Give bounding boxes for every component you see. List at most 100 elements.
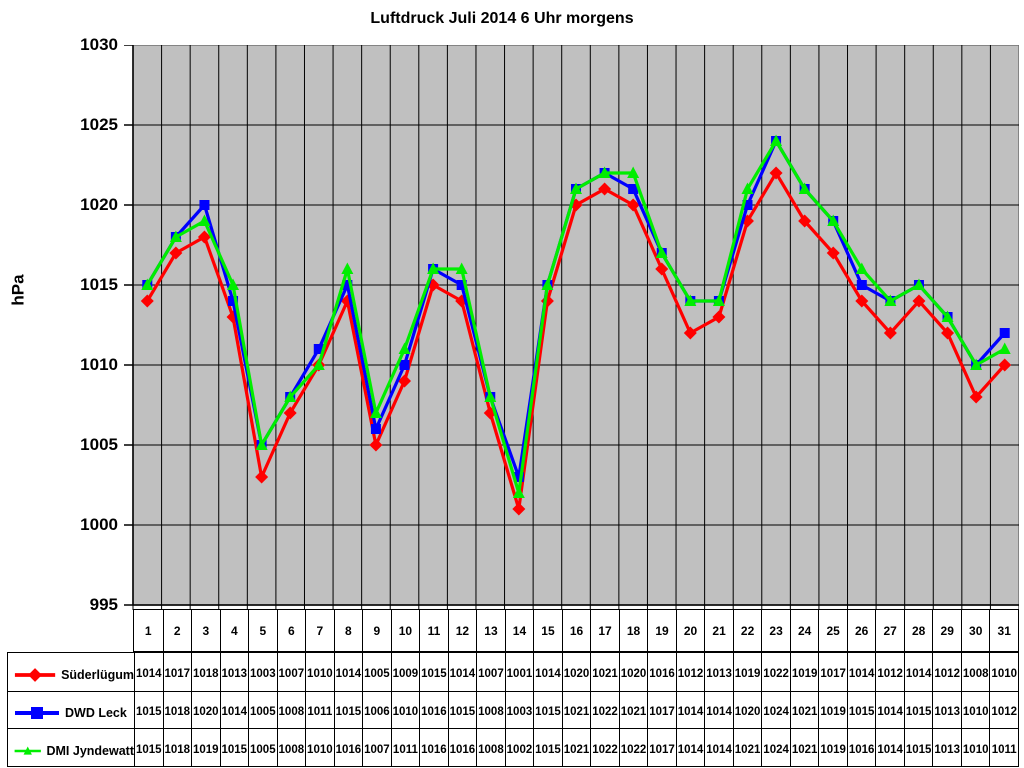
pressure-value-cell: 1021 [590,653,619,691]
day-header-cell: 22 [732,610,762,651]
day-header-cell: 2 [162,610,192,651]
pressure-value-cell: 1014 [875,728,904,766]
data-point-square-icon [199,200,210,210]
y-axis-tick-label: 1000 [80,515,118,534]
pressure-value-cell: 1011 [390,728,420,766]
legend-triangle-key-icon [14,746,41,755]
pressure-value-cell: 1022 [618,728,648,766]
data-point-triangle-icon [912,278,925,290]
series-name-label: Süderlügum [61,667,134,682]
data-point-diamond-icon [140,294,154,308]
day-header-cell: 6 [276,610,306,651]
pressure-value-cell: 1014 [134,653,163,691]
pressure-value-cell: 1021 [789,690,819,729]
data-point-diamond-icon [683,326,697,340]
day-header-cell: 7 [305,610,334,651]
day-header-cell: 20 [675,610,705,651]
data-point-triangle-icon [855,262,868,274]
data-point-triangle-icon [369,406,382,418]
y-axis-tick-label: 1025 [80,115,118,134]
pressure-value-cell: 1014 [704,690,733,729]
pressure-value-cell: 1008 [960,653,990,691]
pressure-value-cell: 1007 [276,653,306,691]
pressure-value-cell: 1001 [504,653,534,691]
pressure-value-cell: 1020 [732,690,762,729]
day-header-cell: 26 [846,610,876,651]
pressure-value-cell: 1014 [447,653,477,691]
pressure-value-cell: 1003 [504,690,534,729]
pressure-value-cell: 1007 [476,653,505,691]
pressure-value-cell: 1015 [447,690,477,729]
pressure-value-cell: 1011 [305,690,334,729]
pressure-value-cell: 1015 [903,728,933,766]
data-point-diamond-icon [998,358,1012,372]
pressure-value-cell: 1022 [590,728,619,766]
pressure-value-cell: 1013 [932,690,961,729]
day-header-cell: 10 [390,610,420,651]
data-point-triangle-icon [570,182,582,194]
y-axis-tick-label: 1010 [80,355,118,374]
data-point-triangle-icon [627,166,640,178]
pressure-value-cell: 1022 [761,653,790,691]
data-point-triangle-icon [541,278,554,290]
pressure-value-cell: 1019 [789,653,819,691]
pressure-value-cell: 1013 [704,653,733,691]
data-point-diamond-icon [655,262,669,276]
data-point-triangle-icon [312,358,325,370]
data-point-square-icon [370,424,381,434]
pressure-value-cell: 1008 [276,728,306,766]
day-header-cell: 21 [704,610,733,651]
pressure-value-cell: 1022 [590,690,619,729]
data-point-square-icon [342,280,353,290]
data-point-square-icon [856,280,867,290]
day-header-cell: 4 [219,610,249,651]
pressure-value-cell: 1017 [162,653,192,691]
legend-key-cell: DWD Leck [8,690,134,729]
pressure-value-cell: 1008 [276,690,306,729]
data-point-diamond-icon [769,166,783,180]
pressure-value-cell: 1005 [248,690,277,729]
data-point-diamond-icon [826,246,840,260]
data-point-triangle-icon [284,390,297,402]
day-header-cell: 15 [533,610,562,651]
pressure-value-cell: 1015 [533,728,562,766]
data-point-diamond-icon [969,390,983,404]
data-point-diamond-icon [598,182,612,196]
pressure-value-cell: 1007 [362,728,391,766]
plot-area [124,45,1019,610]
pressure-value-cell: 1014 [533,653,562,691]
pressure-value-cell: 1008 [476,690,505,729]
data-point-diamond-icon [169,246,183,260]
data-point-diamond-icon [626,198,640,212]
data-point-diamond-icon [512,502,526,516]
pressure-value-cell: 1015 [134,728,163,766]
pressure-value-cell: 1018 [162,690,192,729]
data-point-triangle-icon [970,358,983,370]
day-header-cell: 11 [419,610,448,651]
data-point-diamond-icon [712,310,726,324]
pressure-value-cell: 1020 [191,690,220,729]
day-header-cell: 5 [248,610,277,651]
y-axis-tick-label: 1020 [80,195,118,214]
data-point-triangle-icon [255,438,268,450]
day-header-cell: 13 [476,610,505,651]
data-point-square-icon [742,200,753,210]
legend-key-cell: Süderlügum [8,653,134,691]
pressure-value-cell: 1014 [846,653,876,691]
data-point-square-icon [399,360,410,370]
plot-background [132,45,1019,606]
pressure-value-cell: 1014 [219,690,249,729]
legend-square-key-icon [15,706,59,719]
day-header-cell: 18 [618,610,648,651]
series-name-label: DWD Leck [65,705,127,720]
pressure-value-cell: 1010 [305,728,334,766]
data-point-diamond-icon [197,230,211,244]
pressure-value-cell: 1021 [789,728,819,766]
pressure-value-cell: 1012 [875,653,904,691]
pressure-value-cell: 1015 [333,690,363,729]
data-point-diamond-icon [398,374,412,388]
legend-square-marker-icon [31,706,43,719]
legend-triangle-marker-icon [23,746,32,755]
data-point-triangle-icon [798,182,811,194]
